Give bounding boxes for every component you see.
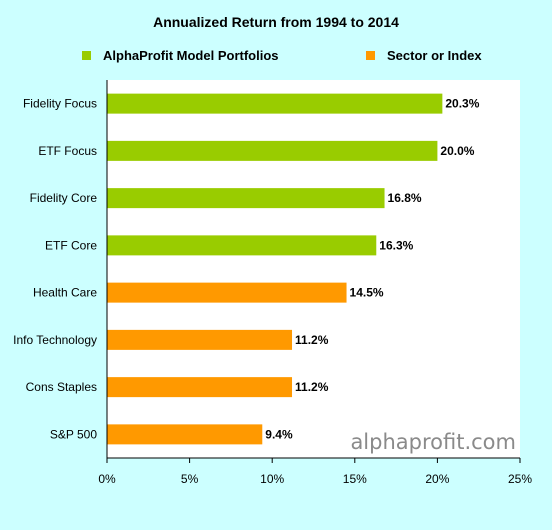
bar: [107, 140, 438, 161]
x-tick-label: 0%: [98, 472, 116, 486]
legend: AlphaProfit Model Portfolios Sector or In…: [82, 48, 482, 63]
bar: [107, 329, 293, 350]
x-tick-label: 10%: [260, 472, 284, 486]
value-label: 14.5%: [350, 286, 384, 300]
bars-group: [107, 93, 443, 445]
plot-area: [107, 80, 520, 458]
category-label: ETF Focus: [38, 144, 97, 158]
x-tick-label: 15%: [343, 472, 367, 486]
category-label: Info Technology: [13, 333, 97, 347]
legend-label: Sector or Index: [387, 48, 482, 63]
bar: [107, 377, 293, 398]
watermark-text: alphaprofit.com: [350, 430, 516, 454]
legend-swatch: [366, 51, 375, 60]
bar: [107, 235, 377, 256]
x-tick-label: 5%: [181, 472, 199, 486]
category-label: Health Care: [33, 286, 97, 300]
value-label: 9.4%: [265, 427, 293, 441]
value-labels: 20.3% 20.0% 16.8% 16.3% 14.5% 11.2% 11.2% 9.4%: [265, 97, 479, 442]
category-label: Cons Staples: [26, 380, 97, 394]
category-label: S&P 500: [50, 427, 97, 441]
value-label: 11.2%: [295, 380, 329, 394]
category-label: ETF Core: [45, 238, 97, 252]
legend-swatch: [82, 51, 91, 60]
value-label: 16.3%: [379, 238, 413, 252]
category-label: Fidelity Focus: [23, 97, 97, 111]
bar: [107, 188, 385, 209]
bar: [107, 93, 443, 114]
x-tick-label: 25%: [508, 472, 532, 486]
chart-title: Annualized Return from 1994 to 2014: [153, 14, 399, 30]
bar: [107, 424, 263, 445]
value-label: 16.8%: [388, 191, 422, 205]
bar: [107, 282, 347, 303]
legend-label: AlphaProfit Model Portfolios: [103, 48, 279, 63]
category-labels: Fidelity Focus ETF Focus Fidelity Core ETF …: [13, 97, 97, 442]
value-label: 11.2%: [295, 333, 329, 347]
category-label: Fidelity Core: [30, 191, 98, 205]
value-label: 20.3%: [445, 97, 479, 111]
x-tick-label: 20%: [425, 472, 449, 486]
value-label: 20.0%: [440, 144, 474, 158]
x-axis-ticks: 0% 5% 10% 15% 20% 25%: [98, 458, 532, 486]
